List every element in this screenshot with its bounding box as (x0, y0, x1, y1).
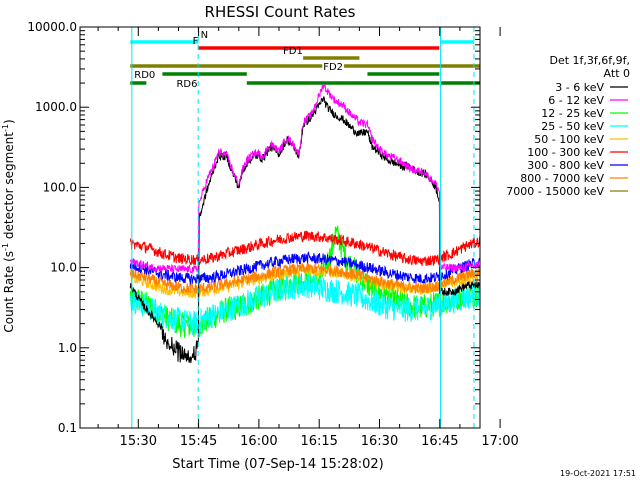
y-tick-label: 10.0 (50, 261, 77, 275)
legend-entry: 800 - 7000 keV (520, 172, 604, 185)
y-label-part: Count Rate (s (2, 251, 16, 333)
legend-entry: 25 - 50 keV (541, 120, 604, 133)
y-axis-label: Count Rate (s-1 detector segment-1) (1, 119, 16, 332)
x-tick-label: 16:15 (300, 434, 337, 449)
footer-date: 19-Oct-2021 17:51 (560, 469, 636, 478)
x-tick-label: 17:00 (481, 434, 518, 449)
x-tick-label: 15:45 (180, 434, 217, 449)
legend-entry: 100 - 300 keV (527, 146, 604, 159)
y-label-part: -1 (1, 243, 10, 251)
x-axis-label: Start Time (07-Sep-14 15:28:02) (172, 457, 383, 472)
series-line (129, 251, 480, 285)
flag-label: FD2 (323, 62, 343, 73)
series-layer (129, 83, 480, 364)
legend-entry: 6 - 12 keV (548, 94, 604, 107)
flag-label: F (193, 36, 199, 47)
legend-entry: 7000 - 15000 keV (506, 185, 604, 198)
flag-label: N (201, 30, 208, 41)
legend-entry: 12 - 25 keV (541, 107, 604, 120)
x-axis: 15:30 15:45 16:00 16:15 16:30 16:45 17:00 (97, 27, 519, 449)
y-label-part: detector segment (2, 132, 16, 243)
flag-label: FD1 (283, 46, 303, 57)
legend-entry: 50 - 100 keV (534, 133, 604, 146)
x-tick-label: 16:00 (240, 434, 277, 449)
flag-bars: NF FD1 FD2 RD0 RD6 (130, 30, 480, 90)
y-label-part: ) (2, 119, 16, 124)
y-tick-label: 0.1 (58, 421, 77, 435)
legend-header: Att 0 (604, 67, 630, 80)
series-line (129, 262, 480, 295)
y-tick-label: 1.0 (58, 341, 77, 355)
plot-frame (79, 26, 481, 429)
y-tick-label: 100.0 (43, 180, 77, 194)
chart-title: RHESSI Count Rates (205, 3, 356, 21)
flag-label: RD0 (134, 70, 155, 81)
flag-label-bg (175, 78, 199, 90)
flag-label-bg (322, 61, 345, 73)
legend-entry: 3 - 6 keV (555, 81, 604, 94)
y-axis: 0.1 1.0 10.0 100.0 1000.0 10000.0 (27, 20, 480, 435)
legend-entry: 300 - 800 keV (527, 159, 604, 172)
legend-header: Det 1f,3f,6f,9f, (549, 54, 630, 67)
series-line (129, 273, 480, 335)
series-line (129, 83, 480, 275)
series-line (129, 230, 480, 267)
x-tick-label: 16:45 (421, 434, 458, 449)
y-label-part: -1 (1, 124, 10, 132)
x-tick-label: 15:30 (120, 434, 157, 449)
y-tick-label: 10000.0 (27, 20, 77, 34)
flag-label: RD6 (176, 79, 197, 90)
x-tick-label: 16:30 (361, 434, 398, 449)
y-tick-label: 1000.0 (35, 100, 77, 114)
vertical-markers (131, 27, 475, 428)
flag-label-bg (133, 69, 157, 81)
